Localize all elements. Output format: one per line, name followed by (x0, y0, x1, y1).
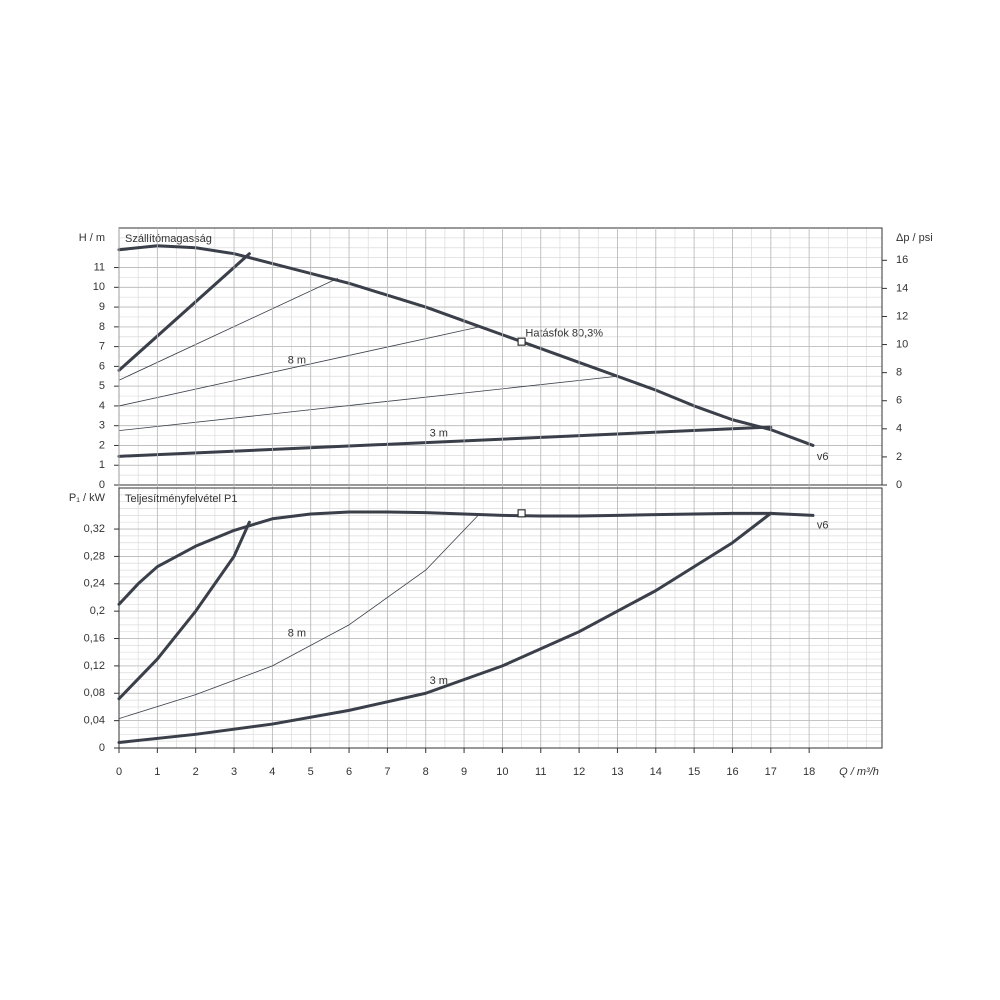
x-tick-label: 0 (116, 766, 122, 778)
x-tick-label: 14 (650, 766, 662, 778)
x-tick-label: 17 (765, 766, 777, 778)
x-tick-label: 10 (496, 766, 508, 778)
x-tick-label: 8 (423, 766, 429, 778)
x-tick-label: 4 (269, 766, 275, 778)
y-tick-label: 3 (99, 420, 105, 432)
y-tick-label: 2 (99, 439, 105, 451)
y-tick-label: 10 (93, 281, 105, 293)
curve (117, 425, 773, 458)
curve (117, 511, 773, 745)
y2-tick-label: 2 (896, 451, 902, 463)
x-tick-label: 12 (573, 766, 585, 778)
x-tick-label: 15 (688, 766, 700, 778)
curve (118, 278, 338, 381)
y-tick-label: 0 (99, 742, 105, 754)
y-tick-label: 6 (99, 360, 105, 372)
y-axis-label: H / m (79, 232, 105, 244)
y-tick-label: 0,28 (84, 550, 105, 562)
y-tick-label: 0,12 (84, 660, 105, 672)
y-tick-label: 1 (99, 459, 105, 471)
y2-tick-label: 6 (896, 395, 902, 407)
chart-title: Szállítómagasság (125, 233, 212, 245)
curve (117, 520, 251, 701)
y-axis-label: P₁ / kW (69, 492, 106, 504)
curve (118, 375, 618, 432)
operating-point (517, 337, 526, 346)
y2-tick-label: 16 (896, 254, 908, 266)
annotation: v6 (817, 520, 829, 532)
x-tick-label: 18 (803, 766, 815, 778)
annotation: 8 m (288, 628, 306, 640)
curve (117, 510, 815, 606)
y-tick-label: 0,24 (84, 578, 105, 590)
x-tick-label: 2 (193, 766, 199, 778)
chart-title: Teljesítményfelvétel P1 (125, 493, 238, 505)
y-tick-label: 0,32 (84, 523, 105, 535)
x-tick-label: 3 (231, 766, 237, 778)
x-tick-label: 13 (611, 766, 623, 778)
plot-frame (118, 487, 883, 749)
y2-tick-label: 8 (896, 367, 902, 379)
annotation: 3 m (430, 675, 448, 687)
x-tick-label: 6 (346, 766, 352, 778)
y2-tick-label: 4 (896, 423, 902, 435)
y-tick-label: 0,2 (90, 605, 105, 617)
y2-tick-label: 0 (896, 479, 902, 491)
curve (117, 252, 251, 372)
y2-tick-label: 12 (896, 310, 908, 322)
curve (118, 326, 480, 407)
x-tick-label: 7 (384, 766, 390, 778)
y-tick-label: 7 (99, 341, 105, 353)
y-tick-label: 4 (99, 400, 105, 412)
y-tick-label: 0 (99, 479, 105, 491)
y2-tick-label: 10 (896, 338, 908, 350)
y-tick-label: 11 (94, 261, 105, 273)
annotation: v6 (817, 451, 829, 463)
x-tick-label: 5 (308, 766, 314, 778)
operating-point (517, 509, 526, 518)
y-tick-label: 0,08 (84, 687, 105, 699)
annotation: Hatásfok 80,3% (525, 328, 603, 340)
y-tick-label: 0,16 (84, 632, 105, 644)
y-tick-label: 5 (99, 380, 105, 392)
y2-tick-label: 14 (896, 282, 908, 294)
y2-axis-label: Δp / psi (896, 232, 933, 244)
y-tick-label: 0,04 (84, 715, 105, 727)
x-tick-label: 11 (535, 766, 546, 778)
x-tick-label: 16 (726, 766, 738, 778)
x-tick-label: 9 (461, 766, 467, 778)
y-tick-label: 9 (99, 301, 105, 313)
annotation: 3 m (430, 428, 448, 440)
y-tick-label: 8 (99, 321, 105, 333)
annotation: 8 m (288, 354, 306, 366)
curve (118, 513, 480, 719)
x-axis-label: Q / m³/h (839, 766, 879, 778)
x-tick-label: 1 (154, 766, 160, 778)
